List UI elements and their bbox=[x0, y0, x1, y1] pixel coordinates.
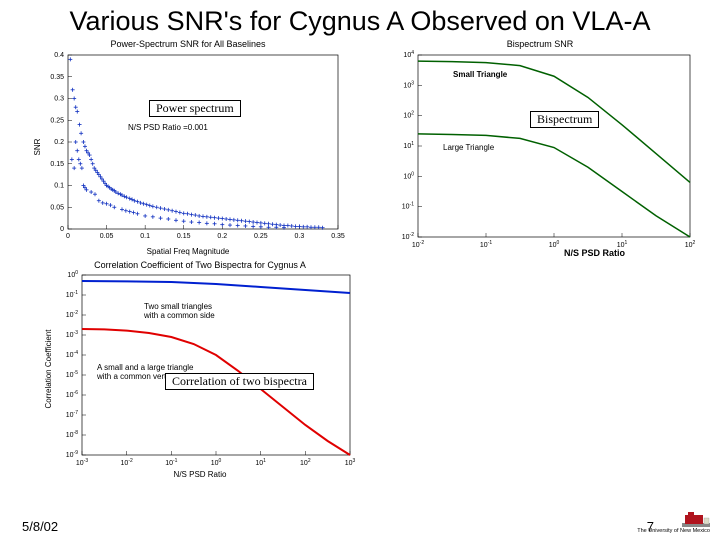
svg-text:10-9: 10-9 bbox=[66, 450, 78, 459]
svg-text:0.1: 0.1 bbox=[140, 233, 150, 240]
svg-text:0.05: 0.05 bbox=[50, 204, 64, 211]
svg-text:10-2: 10-2 bbox=[66, 310, 78, 319]
svg-text:10-7: 10-7 bbox=[66, 410, 78, 419]
chart-correlation: 10-3 10-2 10-1 100 101 102 103 10-9 10-8 10-7 10-6… bbox=[40, 259, 360, 479]
svg-text:10-1: 10-1 bbox=[66, 290, 78, 299]
footer-date: 5/8/02 bbox=[22, 519, 58, 534]
svg-text:0.25: 0.25 bbox=[50, 117, 64, 124]
svg-text:10-3: 10-3 bbox=[66, 330, 78, 339]
svg-text:0.05: 0.05 bbox=[100, 233, 114, 240]
svg-text:0.1: 0.1 bbox=[54, 183, 64, 190]
svg-text:102: 102 bbox=[685, 240, 696, 249]
svg-text:N/S PSD Ratio: N/S PSD Ratio bbox=[174, 470, 227, 479]
svg-text:0.15: 0.15 bbox=[50, 161, 64, 168]
svg-text:10-8: 10-8 bbox=[66, 430, 78, 439]
svg-text:Correlation Coefficient of Two: Correlation Coefficient of Two Bispectra… bbox=[94, 260, 306, 270]
svg-text:102: 102 bbox=[300, 458, 311, 467]
svg-text:101: 101 bbox=[255, 458, 266, 467]
svg-text:0.2: 0.2 bbox=[217, 233, 227, 240]
svg-text:Power-Spectrum SNR for All Bas: Power-Spectrum SNR for All Baselines bbox=[110, 39, 266, 49]
svg-text:Small Triangle: Small Triangle bbox=[453, 70, 508, 79]
svg-text:10-1: 10-1 bbox=[165, 458, 177, 467]
label-correlation: Correlation of two bispectra bbox=[165, 373, 314, 390]
svg-text:Large Triangle: Large Triangle bbox=[443, 143, 495, 152]
svg-text:Correlation Coefficient: Correlation Coefficient bbox=[44, 329, 53, 409]
chart-area: 0 0.05 0.1 0.15 0.2 0.25 0.3 0.35 0 0.05 0.1 0.15 0.… bbox=[0, 37, 720, 477]
svg-text:SNR: SNR bbox=[33, 138, 42, 155]
label-ns-psd-ratio: N/S PSD Ratio bbox=[562, 248, 627, 258]
svg-text:10-1: 10-1 bbox=[402, 202, 414, 211]
svg-text:100: 100 bbox=[403, 171, 414, 180]
svg-text:Bispectrum SNR: Bispectrum SNR bbox=[507, 39, 574, 49]
svg-text:10-4: 10-4 bbox=[66, 350, 78, 359]
svg-text:0: 0 bbox=[66, 233, 70, 240]
svg-text:102: 102 bbox=[403, 111, 414, 120]
svg-text:0.25: 0.25 bbox=[254, 233, 268, 240]
svg-text:10-6: 10-6 bbox=[66, 390, 78, 399]
svg-text:10-2: 10-2 bbox=[121, 458, 133, 467]
svg-text:100: 100 bbox=[67, 270, 78, 279]
svg-text:100: 100 bbox=[549, 240, 560, 249]
svg-text:100: 100 bbox=[211, 458, 222, 467]
svg-text:10-3: 10-3 bbox=[76, 458, 88, 467]
logo-text: The University of New Mexico bbox=[637, 528, 710, 534]
svg-text:N/S PSD Ratio =0.001: N/S PSD Ratio =0.001 bbox=[128, 123, 208, 132]
unm-logo: The University of New Mexico bbox=[637, 511, 710, 535]
svg-text:0.3: 0.3 bbox=[54, 96, 64, 103]
svg-text:0.4: 0.4 bbox=[54, 52, 64, 59]
svg-text:10-2: 10-2 bbox=[412, 240, 424, 249]
svg-text:0.3: 0.3 bbox=[295, 233, 305, 240]
svg-text:Spatial Freq Magnitude: Spatial Freq Magnitude bbox=[147, 247, 230, 256]
svg-text:10-2: 10-2 bbox=[402, 232, 414, 241]
svg-text:101: 101 bbox=[403, 141, 414, 150]
svg-text:0.15: 0.15 bbox=[177, 233, 191, 240]
svg-text:103: 103 bbox=[345, 458, 356, 467]
label-bispectrum: Bispectrum bbox=[530, 111, 599, 128]
slide-title: Various SNR's for Cygnus A Observed on V… bbox=[0, 0, 720, 37]
svg-text:104: 104 bbox=[403, 50, 414, 59]
svg-text:10-1: 10-1 bbox=[480, 240, 492, 249]
svg-text:10-5: 10-5 bbox=[66, 370, 78, 379]
chart-bispectrum: 10-210-110010110210-210-1100101102103104… bbox=[380, 37, 700, 257]
svg-text:0.2: 0.2 bbox=[54, 139, 64, 146]
label-power-spectrum: Power spectrum bbox=[149, 100, 241, 117]
chart-power-spectrum: 0 0.05 0.1 0.15 0.2 0.25 0.3 0.35 0 0.05 0.1 0.15 0.… bbox=[28, 37, 348, 257]
svg-text:0: 0 bbox=[60, 226, 64, 233]
footer: 5/8/02 7 The University of New Mexico bbox=[0, 512, 720, 534]
svg-text:0.35: 0.35 bbox=[50, 74, 64, 81]
svg-text:0.35: 0.35 bbox=[331, 233, 345, 240]
svg-text:103: 103 bbox=[403, 80, 414, 89]
svg-text:Two small triangleswith a comm: Two small triangleswith a common side bbox=[143, 302, 215, 320]
